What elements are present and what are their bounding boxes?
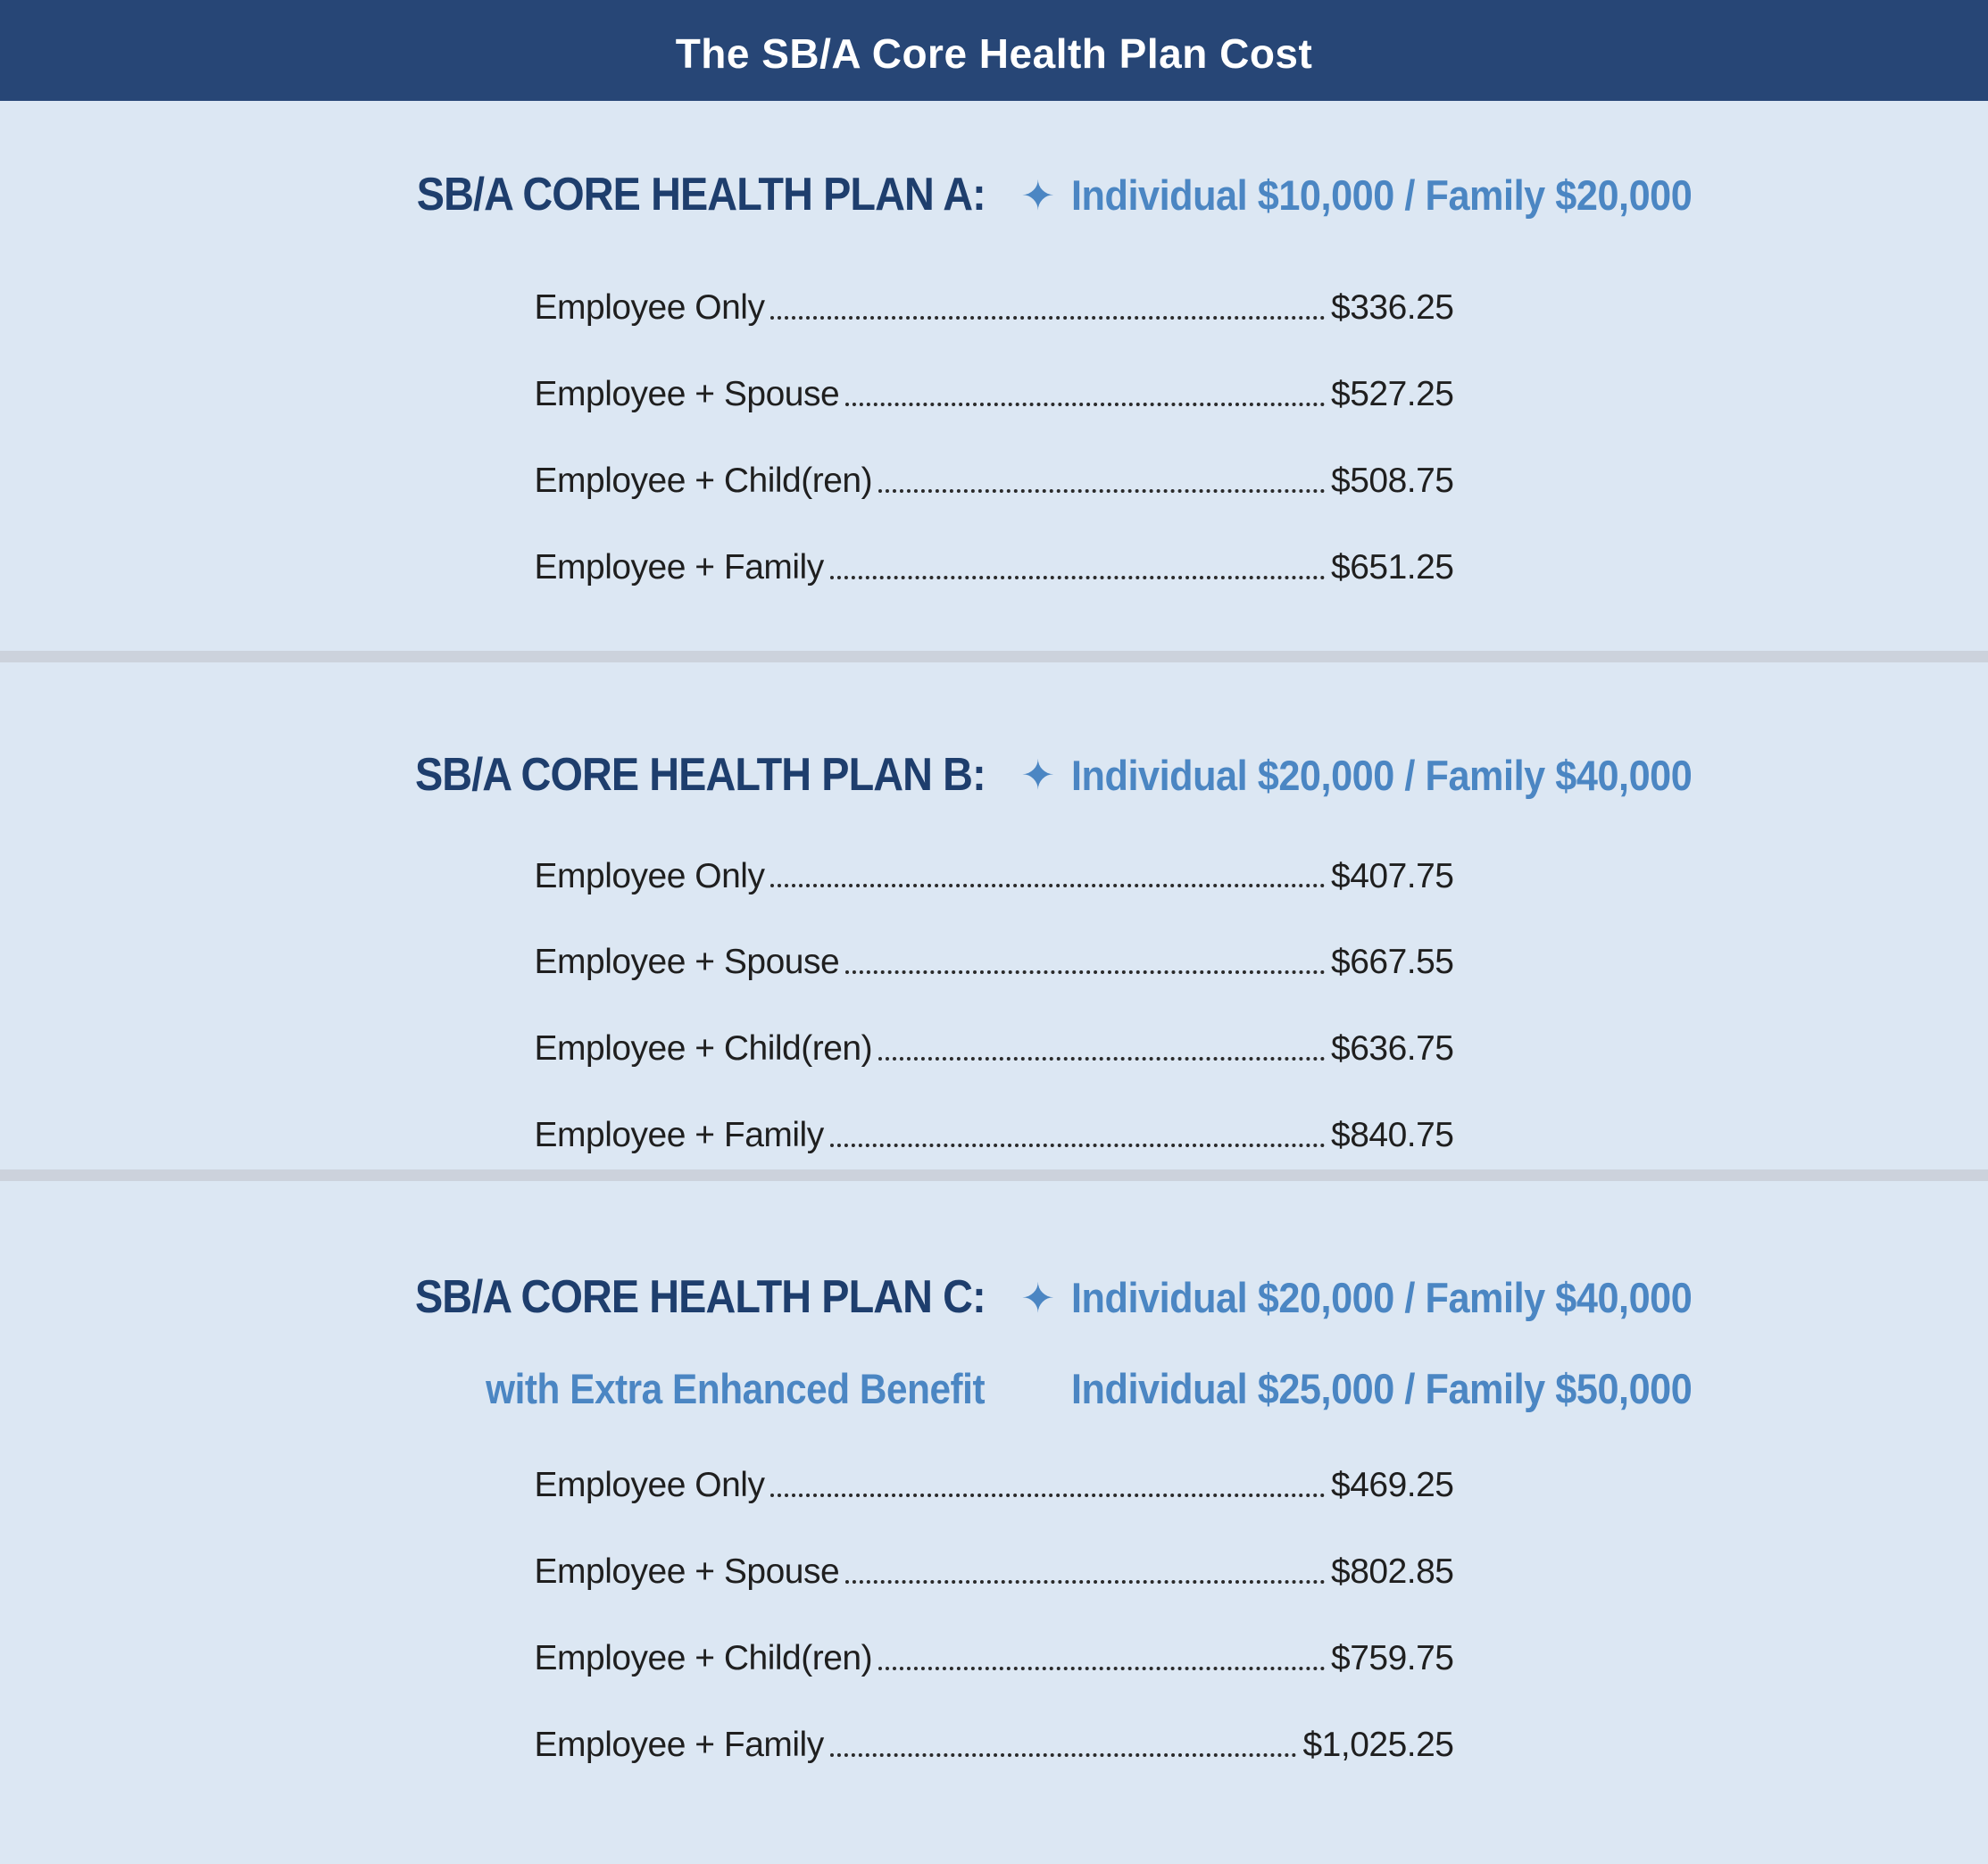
dot-leader: [845, 970, 1326, 975]
row-label: Employee + Spouse: [534, 943, 840, 982]
header-bar: The SB/A Core Health Plan Cost: [0, 0, 1988, 101]
plan-b-benefit-line: ✦ Individual $20,000 / Family $40,000: [1021, 751, 1753, 800]
plan-c-benefit-extra-text: Individual $25,000 / Family $50,000: [1070, 1365, 1693, 1413]
plan-a-benefit-text: Individual $10,000 / Family $20,000: [1070, 171, 1693, 219]
row-label: Employee + Child(ren): [534, 461, 873, 500]
row-label: Employee Only: [534, 1466, 765, 1505]
price-row: Employee + Child(ren) $636.75: [534, 1029, 1455, 1069]
row-label: Employee + Family: [534, 1725, 825, 1764]
page-title: The SB/A Core Health Plan Cost: [675, 29, 1313, 77]
row-label: Employee + Child(ren): [534, 1029, 873, 1069]
price-row: Employee Only $469.25: [534, 1466, 1455, 1505]
row-label: Employee Only: [534, 856, 765, 895]
dot-leader: [845, 402, 1326, 406]
dot-leader: [829, 1144, 1326, 1148]
star-icon: ✦: [1020, 752, 1056, 799]
plan-section-a: SB/A CORE HEALTH PLAN A: ✦ Individual $1…: [0, 101, 1988, 651]
row-price: $1,025.25: [1302, 1725, 1454, 1764]
row-price: $651.25: [1331, 547, 1454, 587]
plan-c-benefit-col: ✦ Individual $20,000 / Family $40,000 ✦ …: [986, 1270, 1753, 1413]
row-label: Employee + Family: [534, 1116, 825, 1155]
plan-c-header: SB/A CORE HEALTH PLAN C: with Extra Enha…: [236, 1270, 1753, 1413]
row-label: Employee + Child(ren): [534, 1638, 873, 1677]
row-price: $336.25: [1331, 288, 1454, 327]
plan-c-benefit-line-1: ✦ Individual $20,000 / Family $40,000: [1021, 1273, 1753, 1322]
dot-leader: [878, 1666, 1326, 1670]
price-row: Employee + Child(ren) $508.75: [534, 461, 1455, 501]
plan-b-benefit-col: ✦ Individual $20,000 / Family $40,000: [986, 748, 1753, 800]
plan-b-header: SB/A CORE HEALTH PLAN B: ✦ Individual $2…: [236, 748, 1753, 802]
dot-leader: [770, 1494, 1326, 1498]
plan-a-benefit-line: ✦ Individual $10,000 / Family $20,000: [1021, 171, 1753, 220]
row-price: $469.25: [1331, 1466, 1454, 1505]
plan-section-b: SB/A CORE HEALTH PLAN B: ✦ Individual $2…: [0, 662, 1988, 1170]
row-price: $667.55: [1331, 943, 1454, 982]
plan-a-title-col: SB/A CORE HEALTH PLAN A:: [236, 168, 986, 221]
row-label: Employee + Spouse: [534, 374, 840, 413]
row-label: Employee Only: [534, 288, 765, 327]
plan-b-title-col: SB/A CORE HEALTH PLAN B:: [236, 748, 986, 802]
plan-c-title-col: SB/A CORE HEALTH PLAN C: with Extra Enha…: [236, 1270, 986, 1413]
plan-a-benefit-col: ✦ Individual $10,000 / Family $20,000: [986, 168, 1753, 220]
dot-leader: [770, 315, 1326, 320]
price-row: Employee + Child(ren) $759.75: [534, 1638, 1455, 1678]
price-row: Employee + Family $1,025.25: [534, 1725, 1455, 1765]
dot-leader: [878, 488, 1326, 493]
row-price: $527.25: [1331, 374, 1454, 413]
section-divider: [0, 650, 1988, 662]
row-price: $407.75: [1331, 856, 1454, 895]
plan-section-c: SB/A CORE HEALTH PLAN C: with Extra Enha…: [0, 1181, 1988, 1864]
plan-c-benefit-line-2: ✦ Individual $25,000 / Family $50,000: [1021, 1364, 1753, 1413]
section-divider: [0, 1169, 1988, 1182]
row-label: Employee + Spouse: [534, 1552, 840, 1592]
plan-b-title: SB/A CORE HEALTH PLAN B:: [414, 748, 986, 801]
price-row: Employee + Spouse $527.25: [534, 374, 1455, 414]
price-row: Employee + Spouse $802.85: [534, 1552, 1455, 1592]
price-row: Employee + Family $651.25: [534, 547, 1455, 587]
price-row: Employee + Spouse $667.55: [534, 943, 1455, 982]
dot-leader: [829, 1752, 1297, 1757]
row-label: Employee + Family: [534, 547, 825, 587]
dot-leader: [878, 1057, 1326, 1061]
plan-b-benefit-text: Individual $20,000 / Family $40,000: [1070, 751, 1693, 799]
price-row: Employee + Family $840.75: [534, 1116, 1455, 1155]
plan-c-benefit-text: Individual $20,000 / Family $40,000: [1070, 1274, 1693, 1322]
dot-leader: [845, 1579, 1326, 1584]
row-price: $802.85: [1331, 1552, 1454, 1592]
dot-leader: [829, 575, 1326, 579]
plan-c-title: SB/A CORE HEALTH PLAN C:: [414, 1271, 986, 1324]
star-icon: ✦: [1020, 171, 1056, 219]
plan-c-rows: Employee Only $469.25 Employee + Spouse …: [534, 1466, 1455, 1765]
plan-a-title: SB/A CORE HEALTH PLAN A:: [416, 169, 986, 221]
plan-c-subtitle: with Extra Enhanced Benefit: [486, 1365, 986, 1413]
plan-a-header: SB/A CORE HEALTH PLAN A: ✦ Individual $1…: [236, 168, 1753, 221]
row-price: $759.75: [1331, 1638, 1454, 1677]
row-price: $840.75: [1331, 1116, 1454, 1155]
row-price: $636.75: [1331, 1029, 1454, 1069]
price-row: Employee Only $407.75: [534, 856, 1455, 896]
star-icon: ✦: [1020, 1274, 1056, 1321]
plan-b-rows: Employee Only $407.75 Employee + Spouse …: [534, 856, 1455, 1156]
price-row: Employee Only $336.25: [534, 288, 1455, 328]
row-price: $508.75: [1331, 461, 1454, 500]
dot-leader: [770, 884, 1326, 888]
plan-a-rows: Employee Only $336.25 Employee + Spouse …: [534, 288, 1455, 587]
